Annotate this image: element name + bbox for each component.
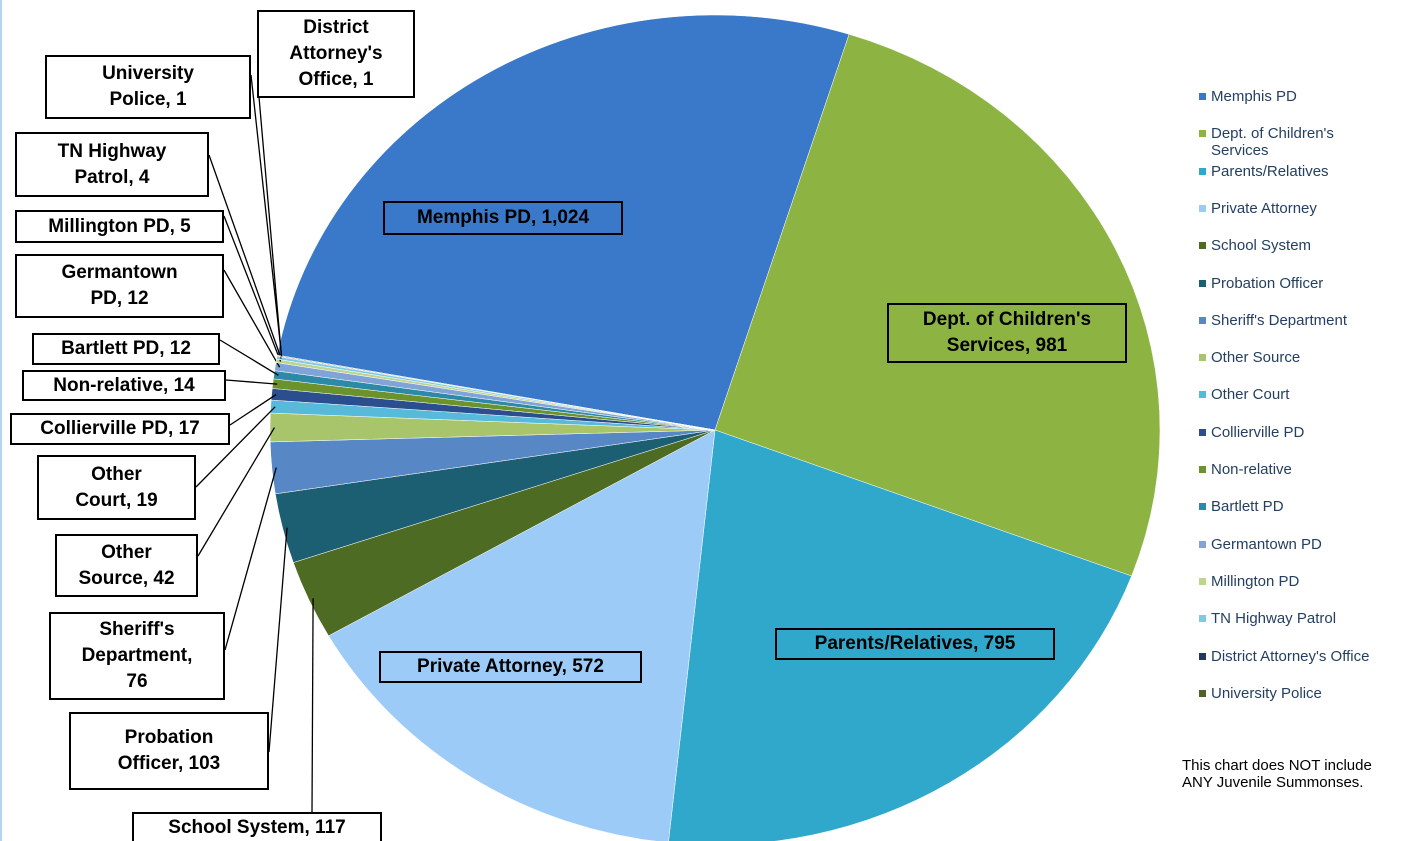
pie-slice [668, 429, 1132, 841]
leader-line [197, 427, 276, 557]
leader-line [219, 339, 279, 376]
leader-line [223, 269, 281, 368]
legend-swatch [1199, 354, 1206, 362]
legend-label: Other Court [1211, 386, 1290, 404]
legend-item: Millington PD [1199, 573, 1389, 590]
legend-label: Bartlett PD [1211, 498, 1284, 516]
legend-item: Collierville PD [1199, 424, 1389, 441]
data-label: Collierville PD, 17 [10, 413, 230, 445]
data-label: Dept. of Children's Services, 981 [887, 303, 1127, 363]
legend-label: TN Highway Patrol [1211, 610, 1337, 628]
legend-item: Sheriff's Department [1199, 312, 1389, 329]
legend-item: School System [1199, 237, 1389, 254]
legend-label: School System [1211, 237, 1312, 255]
legend-item: Bartlett PD [1199, 498, 1389, 515]
data-label: Sheriff's Department, 76 [49, 612, 225, 700]
legend-swatch [1199, 615, 1206, 623]
legend-swatch [1199, 130, 1206, 138]
legend-swatch [1199, 466, 1206, 473]
data-label: School System, 117 [132, 812, 382, 841]
legend-label: Other Source [1211, 349, 1301, 367]
leader-line [311, 598, 314, 813]
legend-item: Other Court [1199, 386, 1389, 403]
legend-item: Non-relative [1199, 461, 1389, 478]
data-label: Private Attorney, 572 [379, 651, 642, 683]
legend-swatch [1199, 279, 1206, 287]
legend-swatch [1199, 540, 1206, 548]
leader-line [225, 379, 278, 385]
leader-line [258, 96, 283, 357]
data-label: Non-relative, 14 [22, 370, 226, 401]
leader-line [224, 467, 277, 651]
legend-label: Memphis PD [1211, 88, 1297, 105]
legend-label: Sheriff's Department [1211, 311, 1347, 329]
legend-item: District Attorney's Office [1199, 648, 1389, 665]
leader-line [195, 406, 276, 488]
legend-label: Dept. of Children's Services [1211, 125, 1334, 160]
pie-slice [714, 33, 1161, 577]
legend-label: Millington PD [1211, 572, 1300, 590]
legend-item: Parents/Relatives [1199, 163, 1389, 180]
legend-item: TN Highway Patrol [1199, 610, 1389, 627]
data-label: Millington PD, 5 [15, 210, 224, 243]
legend-label: University Police [1211, 684, 1322, 702]
data-label: District Attorney's Office, 1 [257, 10, 415, 98]
legend-swatch [1199, 167, 1206, 175]
legend-swatch [1199, 577, 1206, 585]
legend-swatch [1199, 391, 1206, 399]
data-label: Bartlett PD, 12 [32, 333, 220, 365]
legend-item: Dept. of Children's Services [1199, 125, 1389, 159]
legend-item: University Police [1199, 685, 1389, 702]
legend-swatch [1199, 242, 1206, 250]
data-label: Other Court, 19 [37, 455, 196, 520]
leader-line [229, 394, 277, 426]
leader-line [223, 215, 282, 362]
data-label: Probation Officer, 103 [69, 712, 269, 790]
legend-label: Collierville PD [1211, 423, 1305, 441]
legend-label: Parents/Relatives [1211, 162, 1329, 180]
data-label: Other Source, 42 [55, 534, 198, 597]
pie-slice [276, 354, 716, 431]
data-label: TN Highway Patrol, 4 [15, 132, 209, 197]
legend-swatch [1199, 316, 1206, 324]
legend-label: Probation Officer [1211, 274, 1324, 292]
legend-swatch [1199, 204, 1206, 212]
data-label: Germantown PD, 12 [15, 254, 224, 318]
legend-label: Germantown PD [1211, 535, 1322, 553]
legend-item: Probation Officer [1199, 275, 1389, 292]
leader-line [208, 154, 282, 359]
legend-swatch [1199, 652, 1206, 660]
data-label: University Police, 1 [45, 55, 251, 119]
data-label: Memphis PD, 1,024 [383, 201, 623, 235]
leader-line [268, 527, 288, 753]
pie-slice [328, 429, 716, 841]
legend-item: Memphis PD [1199, 88, 1389, 105]
legend-item: Germantown PD [1199, 536, 1389, 553]
legend-swatch [1199, 93, 1206, 100]
note: This chart does NOT include ANY Juvenile… [1182, 757, 1372, 791]
legend-item: Private Attorney [1199, 200, 1389, 217]
legend-swatch [1199, 428, 1206, 436]
legend-label: District Attorney's Office [1211, 647, 1370, 665]
data-label: Parents/Relatives, 795 [775, 628, 1055, 660]
legend-swatch [1199, 689, 1206, 697]
legend-swatch [1199, 503, 1206, 511]
legend-label: Non-relative [1211, 461, 1292, 478]
legend-item: Other Source [1199, 349, 1389, 366]
legend-label: Private Attorney [1211, 199, 1317, 217]
leader-line [250, 74, 283, 357]
pie-slice [277, 14, 850, 431]
